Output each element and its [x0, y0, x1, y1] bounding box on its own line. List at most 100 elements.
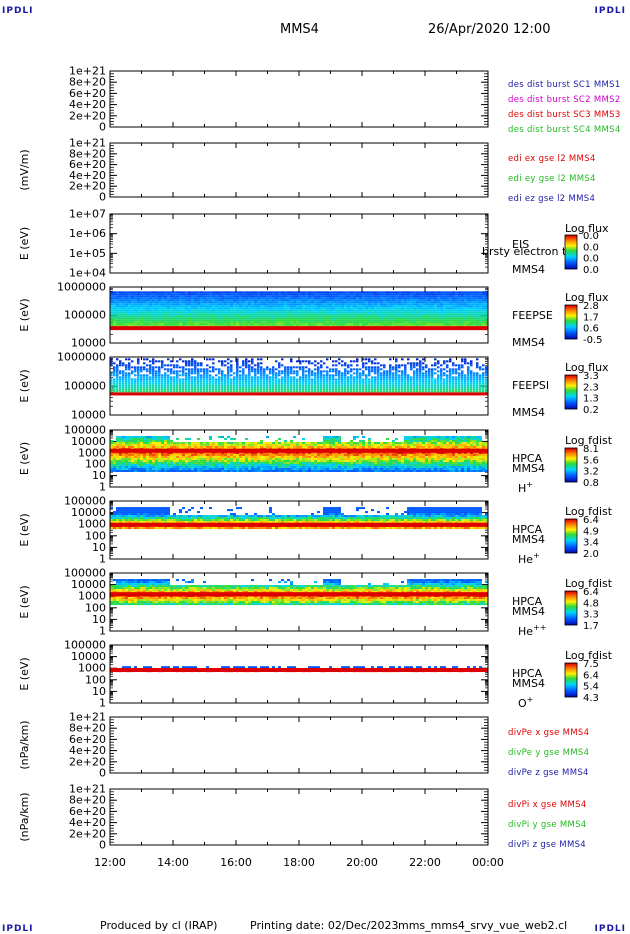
- colorbar-title: Log flux: [565, 291, 609, 304]
- date-title: 26/Apr/2020 12:00: [428, 22, 551, 37]
- corner-mark-top-right: IPDLI: [594, 6, 626, 16]
- colorbar-frame: [564, 234, 578, 270]
- colorbar-title: Log fdist: [565, 649, 613, 662]
- colorbar-tick-label: 4.9: [583, 526, 599, 537]
- y-axis-label: E (eV): [18, 298, 31, 331]
- spacecraft-label: MMS4: [512, 462, 545, 475]
- colorbar-tick-label: 1.3: [583, 394, 599, 405]
- colorbar-title: Log fdist: [565, 505, 613, 518]
- y-axis-label: (mV/m): [18, 149, 31, 190]
- spectrogram-band: [110, 392, 488, 396]
- y-tick-label: 8e+20: [69, 722, 106, 735]
- y-axis-label: E (eV): [18, 657, 31, 690]
- mission-title: MMS4: [280, 22, 319, 37]
- colorbar-tick-label: 0.8: [583, 478, 599, 489]
- y-tick-label: 8e+20: [69, 794, 106, 807]
- y-tick-label: 1e+21: [69, 711, 106, 724]
- y-tick-label: 8e+20: [69, 76, 106, 89]
- y-tick-label: 1: [99, 625, 106, 638]
- y-tick-label: 1: [99, 697, 106, 710]
- y-axis-label: (nPa/km): [18, 792, 31, 841]
- y-tick-label: 1e+21: [69, 65, 106, 78]
- spectrogram-band: [110, 326, 488, 331]
- y-axis-label: E (eV): [18, 585, 31, 618]
- colorbar: [564, 374, 578, 410]
- colorbar-tick-label: 0.0: [583, 242, 599, 253]
- y-tick-label: 100: [85, 529, 106, 542]
- series-label: des dist burst SC2 MMS2: [508, 95, 621, 105]
- series-label: divPi x gse MMS4: [508, 800, 587, 810]
- colorbar-frame: [564, 374, 578, 410]
- instrument-label: FEEPSI: [512, 379, 549, 392]
- spectrogram-p5: [110, 358, 488, 396]
- series-label: divPe y gse MMS4: [508, 748, 589, 758]
- y-tick-label: 10000: [71, 506, 106, 519]
- y-tick-label: 10000: [71, 337, 106, 350]
- y-tick-label: 100000: [64, 639, 106, 652]
- y-tick-label: 100000: [64, 380, 106, 393]
- colorbar: [564, 662, 578, 698]
- corner-mark-bottom-right: IPDLI: [594, 924, 626, 934]
- y-tick-label: 100000: [64, 495, 106, 508]
- y-tick-label: 10000: [71, 578, 106, 591]
- colorbar-tick-label: 6.4: [583, 670, 599, 681]
- y-tick-label: 100000: [64, 567, 106, 580]
- colorbar-title: Log flux: [565, 361, 609, 374]
- footer-produced-by: Produced by cl (IRAP): [100, 919, 218, 932]
- y-tick-label: 4e+20: [69, 169, 106, 182]
- y-tick-label: 100: [85, 601, 106, 614]
- footer-script-name: mms_mms4_srvy_vue_web2.cl: [398, 919, 568, 932]
- y-axis-label: E (eV): [18, 227, 31, 260]
- y-tick-label: 1: [99, 553, 106, 566]
- y-tick-label: 10: [92, 469, 106, 482]
- spectrogram-p6: [110, 435, 488, 472]
- corner-mark-bottom-left: IPDLI: [2, 924, 34, 934]
- panel-p3: 1e+07 1e+06 1e+05 1e+04 E (eV) EIS MMS4 brsty e…: [18, 208, 609, 280]
- x-tick-label: 22:00: [409, 856, 441, 869]
- y-tick-label: 1000: [78, 518, 106, 531]
- y-tick-label: 0: [99, 191, 106, 204]
- x-tick-label: 12:00: [94, 856, 126, 869]
- y-tick-label: 2e+20: [69, 180, 106, 193]
- y-tick-label: 4e+20: [69, 816, 106, 829]
- instrument-label: FEEPSE: [512, 309, 553, 322]
- species-label: H+: [518, 480, 533, 495]
- y-tick-label: 1000000: [57, 351, 106, 364]
- y-tick-label: 6e+20: [69, 733, 106, 746]
- y-axis-label: E (eV): [18, 369, 31, 402]
- y-tick-label: 1e+05: [69, 247, 106, 260]
- species-label: He++: [518, 623, 546, 638]
- colorbar-tick-label: 4.8: [583, 598, 599, 609]
- colorbar-frame: [564, 447, 578, 483]
- y-tick-label: 4e+20: [69, 744, 106, 757]
- instrument-label: EIS: [512, 238, 529, 251]
- y-tick-label: 10: [92, 613, 106, 626]
- colorbar-frame: [564, 518, 578, 554]
- y-tick-label: 10: [92, 685, 106, 698]
- y-tick-label: 2e+20: [69, 755, 106, 768]
- y-tick-label: 10000: [71, 435, 106, 448]
- y-tick-label: 1: [99, 481, 106, 494]
- y-axis-label: E (eV): [18, 513, 31, 546]
- x-tick-label: 18:00: [283, 856, 315, 869]
- colorbar-tick-label: -0.5: [583, 335, 603, 346]
- y-tick-label: 0: [99, 767, 106, 780]
- colorbar: [564, 447, 578, 483]
- series-label: divPi z gse MMS4: [508, 840, 586, 850]
- footer-printing-date: Printing date: 02/Dec/2023: [250, 919, 399, 932]
- colorbar-tick-label: 2.0: [583, 549, 599, 560]
- y-tick-label: 1e+21: [69, 783, 106, 796]
- species-label: O+: [518, 695, 533, 710]
- y-tick-label: 4e+20: [69, 98, 106, 111]
- panel-p5: 1000000 100000 10000 E (eV) FEEPSI MMS4 Log fl…: [18, 351, 609, 422]
- colorbar-tick-label: 4.3: [583, 693, 599, 704]
- colorbar-frame: [564, 304, 578, 340]
- spectrogram-p8: [110, 579, 488, 606]
- spacecraft-label: MMS4: [512, 336, 545, 349]
- y-tick-label: 6e+20: [69, 158, 106, 171]
